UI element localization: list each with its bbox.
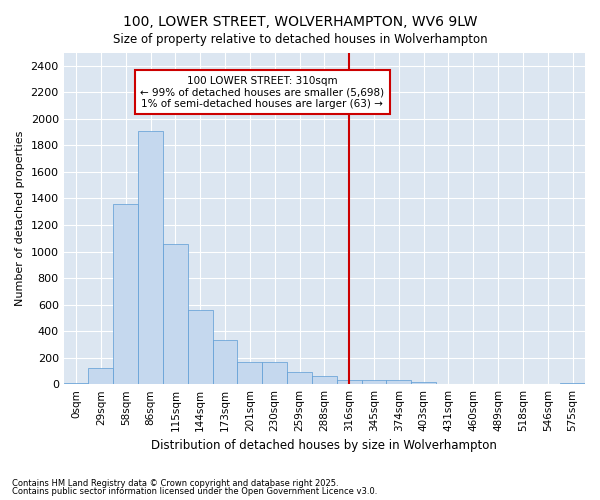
Bar (362, 380, 386, 384)
Text: 100, LOWER STREET, WOLVERHAMPTON, WV6 9LW: 100, LOWER STREET, WOLVERHAMPTON, WV6 9L… (123, 15, 477, 29)
Bar (88, 368, 113, 384)
Text: 100 LOWER STREET: 310sqm
← 99% of detached houses are smaller (5,698)
1% of semi: 100 LOWER STREET: 310sqm ← 99% of detach… (140, 76, 385, 109)
Bar (238, 362, 262, 384)
Bar (113, 204, 138, 384)
Bar (138, 131, 163, 384)
Bar (212, 340, 238, 384)
Text: Contains public sector information licensed under the Open Government Licence v3: Contains public sector information licen… (12, 487, 377, 496)
Bar (163, 244, 188, 384)
Bar (287, 372, 312, 384)
Bar (312, 376, 337, 384)
Text: Contains HM Land Registry data © Crown copyright and database right 2025.: Contains HM Land Registry data © Crown c… (12, 478, 338, 488)
Text: Size of property relative to detached houses in Wolverhampton: Size of property relative to detached ho… (113, 32, 487, 46)
Bar (337, 380, 362, 384)
Bar (560, 383, 585, 384)
Bar (411, 382, 436, 384)
Bar (64, 383, 88, 384)
X-axis label: Distribution of detached houses by size in Wolverhampton: Distribution of detached houses by size … (151, 440, 497, 452)
Y-axis label: Number of detached properties: Number of detached properties (15, 130, 25, 306)
Bar (386, 380, 411, 384)
Bar (188, 310, 212, 384)
Bar (262, 362, 287, 384)
